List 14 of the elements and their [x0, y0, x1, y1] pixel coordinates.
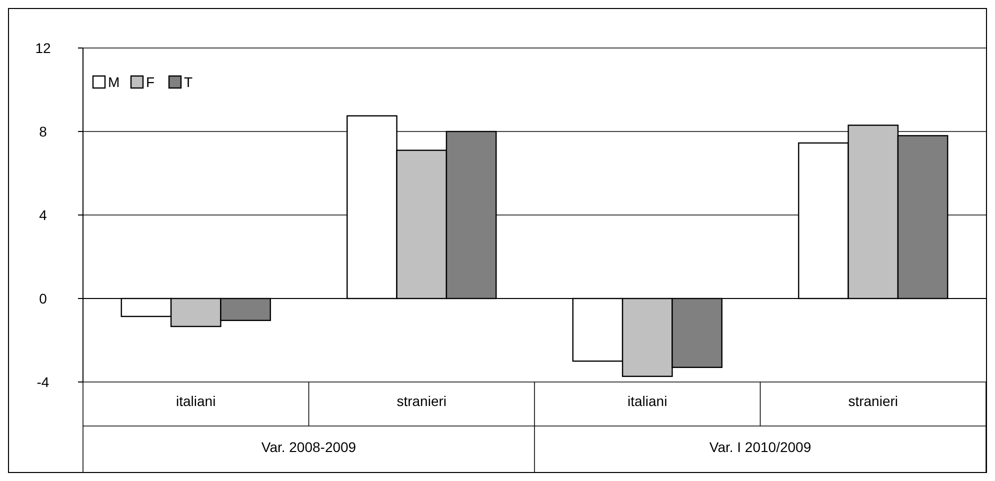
x-tick-label: italiani	[176, 393, 216, 409]
text: Var. I 2010/2009	[709, 439, 812, 455]
y-tick-label: 4	[39, 206, 48, 223]
legend-label: T	[184, 74, 193, 90]
x-tick-label: stranieri	[848, 393, 898, 409]
y-tick-label: 8	[39, 123, 48, 140]
y-tick-label: -4	[36, 374, 50, 390]
x-tick-label: italiani	[628, 393, 668, 409]
legend-label: M	[108, 74, 120, 90]
y-tick-label: 0	[39, 290, 48, 306]
legend-label: F	[146, 74, 155, 90]
x-tick-label: stranieri	[396, 393, 447, 409]
text: Var. 2008-2009	[261, 439, 356, 455]
y-tick-label: 12	[35, 40, 51, 56]
